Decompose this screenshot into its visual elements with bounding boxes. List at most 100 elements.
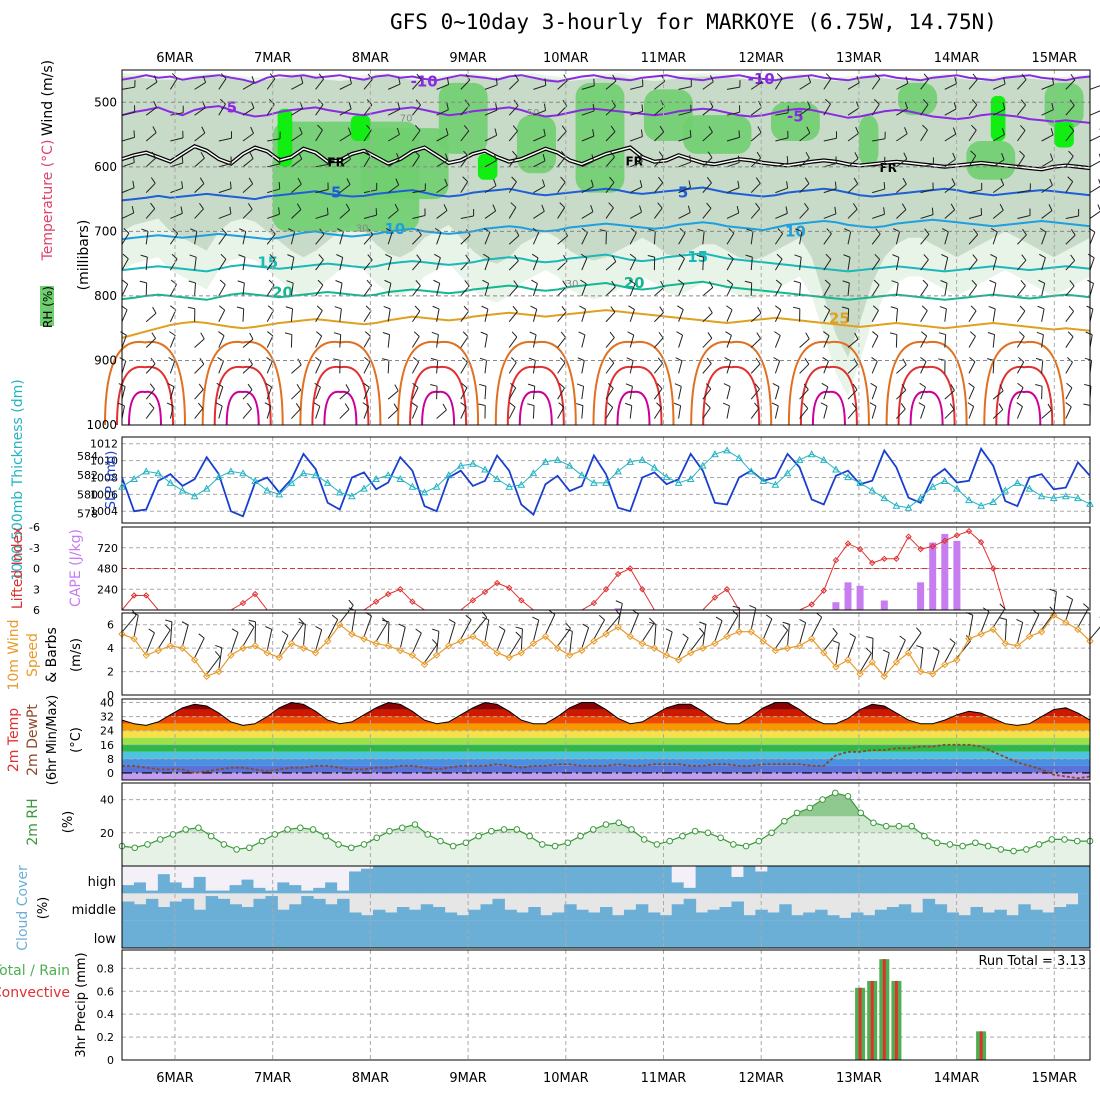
- isotherm-warm-loop: [897, 365, 956, 426]
- barb-staff: [436, 360, 439, 374]
- barb-staff: [605, 182, 615, 193]
- lifted-point: [397, 586, 404, 593]
- barb-staff: [363, 361, 371, 374]
- barb-flag: [990, 228, 998, 233]
- barb-flag: [988, 305, 996, 310]
- cloud-cell: [372, 909, 386, 921]
- rh-point: [449, 842, 457, 850]
- barb-flag: [460, 402, 467, 408]
- surface-wind-barb: [482, 616, 490, 642]
- upper-wind-barb: [605, 74, 617, 90]
- upper-wind-barb: [992, 203, 1004, 219]
- barb-flag: [220, 98, 226, 105]
- barb-staff: [799, 389, 809, 400]
- barb-staff: [218, 162, 232, 168]
- barb-flag: [559, 357, 566, 364]
- lifted-point: [614, 570, 622, 578]
- cape-bar: [614, 608, 622, 610]
- upper-wind-barb: [702, 383, 712, 400]
- isotherm-warm-loop: [787, 340, 870, 426]
- upper-wind-barb: [823, 206, 837, 219]
- upper-wind-barb: [218, 331, 225, 348]
- barb-flag: [318, 254, 324, 261]
- upper-wind-barb: [605, 125, 616, 142]
- upper-wind-barb: [774, 331, 781, 348]
- upper-wind-barb: [533, 204, 545, 219]
- barb-flag: [381, 617, 388, 623]
- upper-wind-barb: [333, 332, 342, 348]
- barb-flag: [331, 614, 339, 620]
- barb-flag: [918, 402, 926, 407]
- barb-staff: [557, 156, 567, 168]
- cloud-cell: [1018, 866, 1031, 894]
- barb-staff: [315, 259, 324, 271]
- barb-flag: [559, 382, 565, 389]
- wind-speed-point: [408, 651, 417, 659]
- upper-wind-barb: [557, 280, 568, 297]
- surface-wind-barb: [782, 621, 790, 647]
- upper-wind-barb: [823, 181, 837, 194]
- barb-staff: [823, 258, 832, 271]
- cloud-cell: [1066, 920, 1079, 948]
- barb-staff: [291, 108, 303, 116]
- barb-staff: [1017, 259, 1027, 271]
- barb-staff: [992, 108, 1006, 116]
- upper-wind-barb: [267, 182, 281, 194]
- barb-flag: [181, 156, 184, 164]
- barb-flag: [893, 228, 900, 233]
- barb-staff: [351, 610, 356, 633]
- barb-staff: [774, 386, 780, 400]
- cloud-cell: [791, 866, 804, 894]
- barb-staff: [1089, 257, 1095, 271]
- barb-staff: [968, 387, 975, 400]
- time-tick-label-top: 13MAR: [836, 51, 882, 66]
- barb-staff: [895, 639, 906, 661]
- slp-tick-label: 1006: [90, 488, 118, 501]
- wind-speed-point: [275, 653, 284, 662]
- barb-staff: [605, 207, 614, 219]
- barb-staff: [169, 284, 177, 297]
- cloud-clear: [169, 866, 183, 883]
- barb-staff: [702, 208, 712, 219]
- upper-wind-barb: [799, 151, 810, 168]
- barb-staff: [726, 111, 740, 116]
- cloud-cell: [659, 915, 673, 921]
- barb-staff: [412, 234, 422, 245]
- barb-staff: [847, 257, 851, 271]
- barb-staff: [944, 257, 949, 271]
- cloud-cell: [922, 898, 936, 921]
- cloud-cell: [396, 907, 410, 921]
- barb-staff: [267, 138, 281, 142]
- wind-speed-point: [953, 656, 961, 664]
- precip-convective-bar: [858, 987, 862, 1060]
- barb-staff: [460, 130, 470, 142]
- upper-wind-barb: [654, 202, 663, 219]
- upper-wind-barb: [411, 331, 420, 348]
- precip-tick-label: 0: [107, 1054, 114, 1067]
- barb-staff: [629, 211, 642, 219]
- barb-staff: [194, 338, 205, 348]
- barb-staff: [1041, 611, 1055, 631]
- barb-staff: [508, 260, 519, 271]
- upper-wind-barb: [216, 382, 224, 400]
- thickness-point: [711, 450, 719, 458]
- barb-staff: [871, 361, 878, 374]
- barb-flag: [722, 402, 730, 407]
- barb-flag: [415, 628, 422, 634]
- cloud-cell: [169, 901, 183, 921]
- barb-staff: [605, 407, 614, 419]
- barb-flag: [413, 331, 420, 337]
- upper-wind-barb: [529, 331, 537, 348]
- barb-staff: [363, 214, 377, 219]
- barb-staff: [557, 207, 566, 219]
- upper-wind-barb: [750, 306, 762, 323]
- upper-wind-barb: [822, 357, 829, 374]
- upper-wind-barb: [412, 228, 422, 245]
- barb-flag: [415, 280, 421, 286]
- barb-staff: [145, 132, 157, 142]
- barb-staff: [1041, 84, 1054, 90]
- wind-speed-point: [916, 667, 925, 676]
- barb-flag: [952, 152, 956, 160]
- upper-wind-barb: [794, 254, 802, 271]
- cloud-cell: [217, 898, 231, 921]
